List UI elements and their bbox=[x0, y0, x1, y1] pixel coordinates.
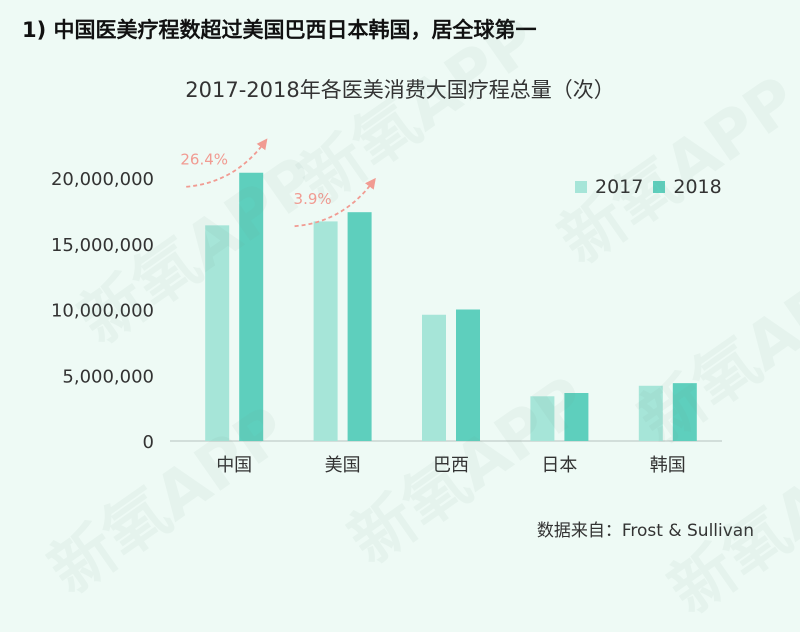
y-tick-label: 20,000,000 bbox=[51, 169, 154, 190]
chart-legend: 2017 2018 bbox=[575, 176, 722, 198]
legend-item-2017: 2017 bbox=[575, 176, 643, 198]
legend-swatch-2017 bbox=[575, 181, 587, 193]
data-source: 数据来自：Frost & Sullivan bbox=[536, 521, 754, 541]
chart-title: 2017-2018年各医美消费大国疗程总量（次） bbox=[185, 78, 615, 102]
legend-label-2017: 2017 bbox=[595, 176, 644, 198]
legend-label-2018: 2018 bbox=[673, 176, 722, 198]
legend-swatch-2018 bbox=[653, 181, 666, 193]
growth-arrow bbox=[294, 177, 376, 228]
x-tick-label: 日本 bbox=[541, 455, 577, 476]
legend-item-2018: 2018 bbox=[653, 176, 722, 198]
bar-2018 bbox=[672, 383, 697, 441]
bar-2017 bbox=[205, 225, 230, 441]
bar-2017 bbox=[422, 314, 446, 441]
y-tick-label: 15,000,000 bbox=[51, 235, 154, 256]
growth-label: 26.4% bbox=[180, 151, 228, 169]
bar-2018 bbox=[239, 172, 264, 442]
page-heading: 1) 中国医美疗程数超过美国巴西日本韩国，居全球第一 bbox=[22, 18, 537, 42]
x-tick-label: 美国 bbox=[325, 455, 361, 476]
x-tick-label: 中国 bbox=[216, 455, 252, 476]
x-tick-label: 韩国 bbox=[650, 455, 686, 476]
bar-2018 bbox=[456, 309, 480, 441]
x-tick-label: 巴西 bbox=[433, 455, 469, 476]
bar-2017 bbox=[638, 385, 663, 441]
y-tick-label: 5,000,000 bbox=[62, 366, 154, 387]
bar-2018 bbox=[347, 212, 372, 441]
bar-2018 bbox=[564, 393, 589, 441]
bar-2017 bbox=[313, 221, 338, 441]
bar-2017 bbox=[530, 396, 555, 441]
growth-label: 3.9% bbox=[294, 190, 332, 208]
y-tick-label: 10,000,000 bbox=[51, 301, 154, 322]
bar-chart: 0 5,000,000 10,000,000 15,000,000 20,000,000… bbox=[51, 138, 722, 476]
y-tick-label: 0 bbox=[143, 432, 154, 453]
growth-arrow bbox=[186, 138, 268, 188]
